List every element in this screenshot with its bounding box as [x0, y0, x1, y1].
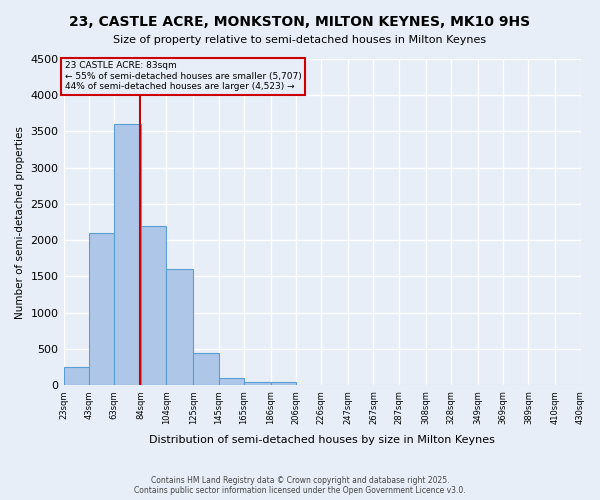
Bar [115, 124, 141, 385]
Bar [166, 269, 193, 385]
Text: 23, CASTLE ACRE, MONKSTON, MILTON KEYNES, MK10 9HS: 23, CASTLE ACRE, MONKSTON, MILTON KEYNES… [70, 15, 530, 29]
Text: Size of property relative to semi-detached houses in Milton Keynes: Size of property relative to semi-detach… [113, 35, 487, 45]
Bar [89, 233, 115, 385]
Bar [244, 382, 271, 385]
Bar [193, 352, 218, 385]
Bar [271, 382, 296, 385]
Bar [64, 367, 89, 385]
Y-axis label: Number of semi-detached properties: Number of semi-detached properties [15, 126, 25, 318]
X-axis label: Distribution of semi-detached houses by size in Milton Keynes: Distribution of semi-detached houses by … [149, 435, 495, 445]
Text: 23 CASTLE ACRE: 83sqm
← 55% of semi-detached houses are smaller (5,707)
44% of s: 23 CASTLE ACRE: 83sqm ← 55% of semi-deta… [65, 61, 302, 91]
Text: Contains HM Land Registry data © Crown copyright and database right 2025.
Contai: Contains HM Land Registry data © Crown c… [134, 476, 466, 495]
Bar [141, 226, 166, 385]
Bar [218, 378, 244, 385]
